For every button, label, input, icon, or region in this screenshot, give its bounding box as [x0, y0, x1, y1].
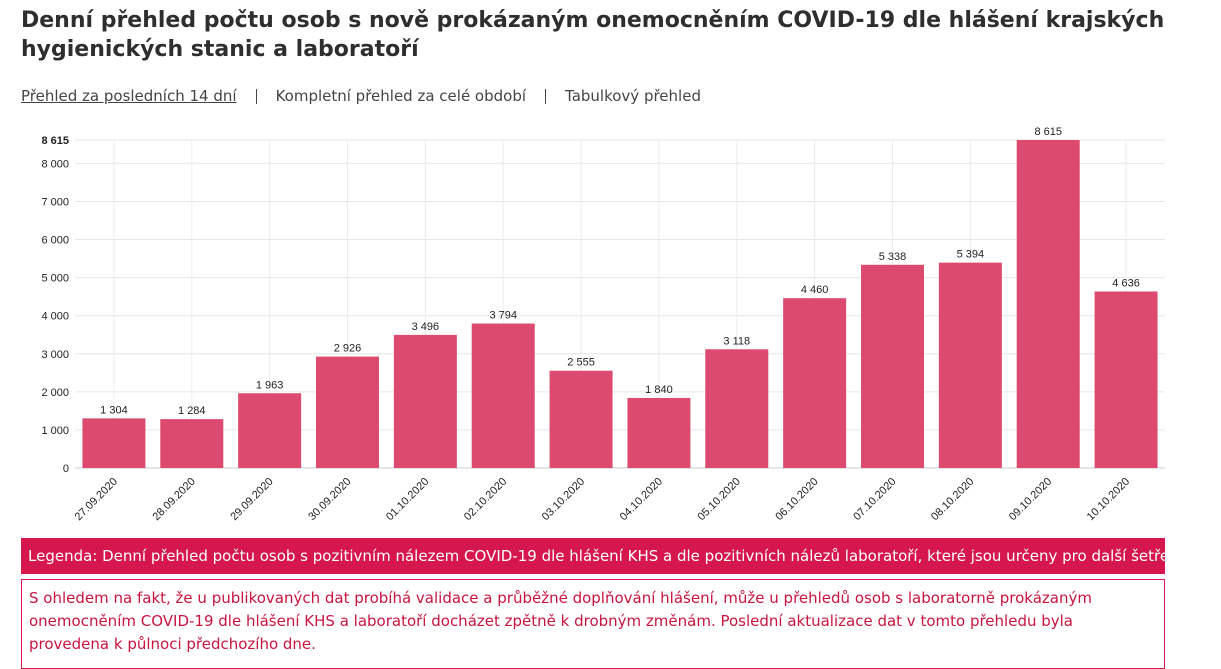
- bar-value-label: 4 460: [801, 284, 829, 296]
- bar-03.10.2020: [549, 370, 613, 468]
- page-title: Denní přehled počtu osob s nově prokázan…: [21, 8, 1165, 62]
- x-tick-label: 09.10.2020: [1007, 476, 1054, 523]
- bar-value-label: 1 840: [645, 384, 673, 396]
- bar-value-label: 3 118: [723, 335, 750, 347]
- bar-value-label: 1 284: [178, 405, 206, 417]
- y-tick-label: 6 000: [41, 235, 69, 247]
- y-tick-label: 1 000: [41, 425, 69, 437]
- bar-05.10.2020: [705, 349, 769, 468]
- x-tick-label: 10.10.2020: [1085, 476, 1132, 523]
- x-tick-label: 04.10.2020: [618, 476, 665, 523]
- x-tick-label: 02.10.2020: [462, 476, 509, 523]
- x-tick-label: 06.10.2020: [773, 476, 820, 523]
- y-tick-label: 8 615: [41, 135, 69, 147]
- bar-07.10.2020: [861, 264, 924, 468]
- bar-02.10.2020: [471, 323, 535, 468]
- bar-value-label: 2 555: [567, 357, 595, 369]
- bar-value-label: 1 963: [256, 379, 284, 391]
- bar-value-label: 5 394: [957, 249, 985, 261]
- x-tick-label: 29.09.2020: [228, 476, 275, 523]
- y-tick-label: 3 000: [41, 349, 69, 361]
- y-tick-label: 4 000: [41, 311, 69, 323]
- tab-last-14-days[interactable]: Přehled za posledních 14 dní: [21, 87, 237, 105]
- x-tick-label: 08.10.2020: [929, 476, 976, 523]
- y-tick-label: 7 000: [41, 196, 69, 208]
- bar-28.09.2020: [160, 419, 224, 468]
- bar-06.10.2020: [783, 298, 847, 468]
- nav-divider: [255, 88, 257, 104]
- bar-value-label: 8 615: [1034, 126, 1062, 138]
- bar-value-label: 5 338: [879, 251, 907, 263]
- bar-29.09.2020: [238, 393, 302, 468]
- chart-legend: Legenda: Denní přehled počtu osob s pozi…: [21, 538, 1165, 574]
- x-tick-label: 01.10.2020: [384, 476, 431, 523]
- bar-value-label: 3 496: [412, 321, 440, 333]
- x-tick-label: 30.09.2020: [306, 476, 353, 523]
- tab-table-view[interactable]: Tabulkový přehled: [565, 87, 701, 105]
- x-tick-label: 03.10.2020: [540, 476, 587, 523]
- y-tick-label: 0: [63, 463, 69, 475]
- x-tick-label: 28.09.2020: [150, 476, 197, 523]
- daily-cases-bar-chart: 0 1 000 2 000 3 000 4 000 5 000 6 000 7 000 8 00…: [41, 126, 1165, 523]
- x-tick-label: 05.10.2020: [695, 476, 742, 523]
- bar-09.10.2020: [1016, 140, 1080, 468]
- bar-value-label: 3 794: [489, 310, 517, 322]
- bar-08.10.2020: [938, 262, 1002, 468]
- bar-04.10.2020: [627, 397, 691, 468]
- data-validation-note: S ohledem na fakt, že u publikovaných da…: [21, 579, 1165, 669]
- bar-27.09.2020: [82, 418, 146, 468]
- tab-full-period[interactable]: Kompletní přehled za celé období: [275, 87, 527, 105]
- y-tick-label: 5 000: [41, 273, 69, 285]
- y-tick-label: 2 000: [41, 387, 69, 399]
- bar-10.10.2020: [1094, 291, 1158, 468]
- bar-01.10.2020: [393, 334, 457, 468]
- bar-30.09.2020: [316, 356, 379, 468]
- nav-divider: [545, 88, 547, 104]
- view-switcher: Přehled za posledních 14 dní Kompletní p…: [21, 85, 701, 107]
- x-tick-label: 27.09.2020: [73, 476, 120, 523]
- x-tick-label: 07.10.2020: [851, 476, 898, 523]
- bar-value-label: 4 636: [1112, 277, 1140, 289]
- note-text: S ohledem na fakt, že u publikovaných da…: [29, 589, 1092, 653]
- bar-value-label: 2 926: [334, 343, 362, 355]
- bar-value-label: 1 304: [100, 404, 128, 416]
- y-tick-label: 8 000: [41, 158, 69, 170]
